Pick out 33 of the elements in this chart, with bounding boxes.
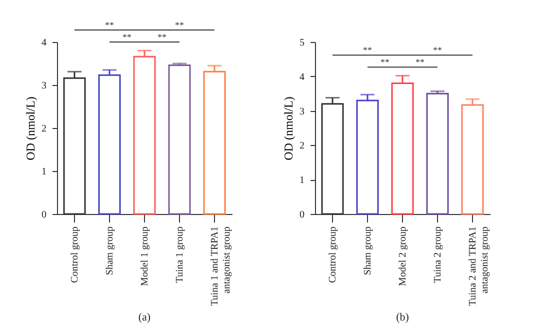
y-tick-label: 3	[300, 106, 304, 118]
y-axis-title: OD (nmol/L)	[282, 96, 296, 160]
y-tick-label: 0	[300, 210, 304, 220]
y-tick-label: 1	[42, 166, 46, 178]
x-tick-label: Control group	[70, 226, 80, 283]
annotation: **	[416, 57, 425, 68]
text: **	[122, 32, 132, 42]
annotation: **	[380, 57, 390, 68]
y-axis-title: OD (nmol/L)	[24, 96, 38, 160]
x-tick-label: Model 1 group	[140, 226, 150, 286]
text: (a)	[138, 312, 151, 324]
y-tick-label: 4	[42, 38, 46, 48]
text: **	[175, 20, 184, 30]
x-tick-label: Tuina 2 group	[432, 226, 444, 283]
x-tick-label: Tuina 2 and TRPA1 antagonist group	[468, 226, 490, 306]
x-tick-label: Sham group	[104, 226, 116, 276]
text: **	[105, 20, 114, 30]
y-tick-label: 2	[42, 124, 46, 134]
x-tick-label: Sham group	[362, 226, 374, 276]
text: (b)	[396, 312, 410, 324]
y-tick-label: 4	[300, 72, 304, 83]
y-tick-label: 2	[300, 140, 304, 152]
y-tick-label: 1	[300, 175, 304, 186]
annotation: **	[363, 45, 372, 56]
x-tick-label: Model 2 group	[398, 226, 408, 286]
y-tick-label: 3	[42, 80, 46, 92]
y-tick-label: 0	[42, 210, 46, 220]
text: **	[158, 32, 167, 42]
x-tick-label: Tuina 1 group	[174, 226, 186, 283]
x-tick-label: Control group	[328, 226, 338, 283]
annotation: **	[433, 45, 442, 56]
y-tick-label: 5	[300, 38, 304, 48]
x-tick-label: Tuina 1 and TRPA1 antagonist group	[210, 226, 232, 306]
